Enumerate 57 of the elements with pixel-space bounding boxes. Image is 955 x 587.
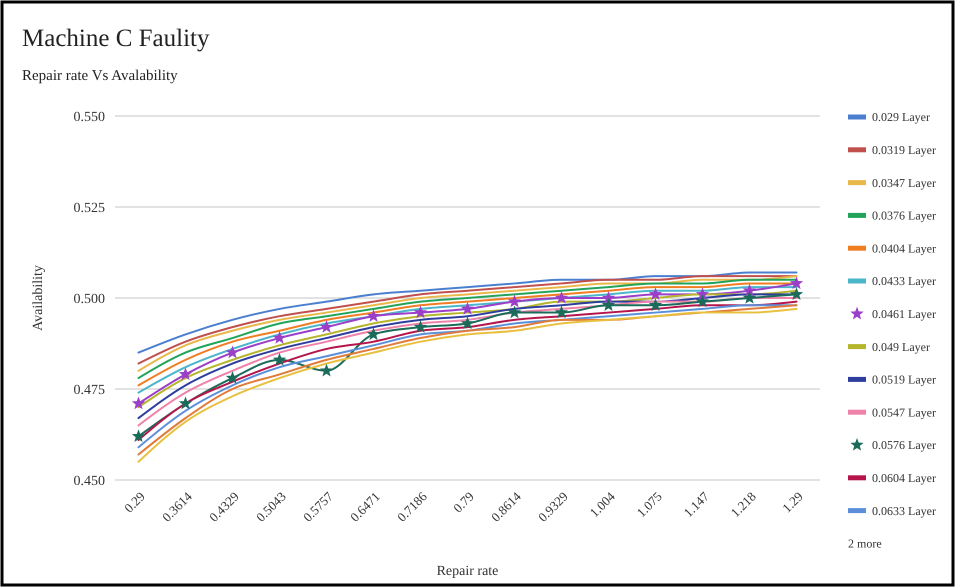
point — [366, 309, 380, 322]
point — [132, 396, 146, 410]
legend-label: 0.0376 Layer — [872, 208, 936, 223]
point — [366, 327, 380, 340]
y-tick-label: 0.550 — [74, 110, 105, 125]
y-tick-label: 0.475 — [74, 382, 105, 398]
point — [648, 287, 662, 300]
legend-label: 0.0433 Layer — [872, 274, 936, 288]
legend-label: 0.0547 Layer — [872, 405, 936, 420]
point — [272, 352, 286, 366]
point — [508, 294, 522, 308]
point — [226, 346, 240, 358]
y-tick-label: 0.525 — [74, 200, 105, 216]
point — [602, 298, 616, 311]
point — [132, 429, 146, 442]
legend-label: 0.0519 Layer — [872, 372, 936, 387]
point — [460, 302, 474, 315]
x-tick-label: 1.29 — [779, 488, 806, 516]
point — [742, 284, 756, 296]
x-tick-label: 0.79 — [450, 488, 477, 516]
chart-subtitle: Repair rate Vs Avalability — [22, 68, 178, 84]
y-axis-title: Availability — [31, 265, 46, 331]
y-tick-label: 0.450 — [74, 474, 105, 489]
legend-label: 0.0319 Layer — [872, 143, 936, 157]
x-axis-title: Repair rate — [436, 564, 498, 579]
legend-label: 0.049 Layer — [872, 340, 930, 354]
point — [272, 331, 286, 344]
legend-label: 0.0347 Layer — [872, 176, 936, 190]
text: 2 more — [848, 536, 882, 551]
point — [696, 287, 710, 300]
point — [508, 306, 522, 318]
legend-label: 0.0576 Layer — [872, 438, 936, 452]
point — [460, 316, 474, 330]
point — [320, 320, 334, 333]
line-series — [138, 272, 798, 354]
point — [742, 291, 756, 304]
point — [696, 294, 710, 308]
legend-label: 0.029 Layer — [872, 110, 930, 124]
legend-label: 0.0461 Layer — [872, 307, 936, 321]
point — [648, 298, 662, 311]
point — [414, 306, 428, 318]
legend-label: 0.0404 Layer — [872, 241, 936, 256]
point — [554, 291, 568, 304]
legend-label: 0.0633 Layer — [872, 504, 936, 518]
point — [178, 396, 192, 410]
point — [790, 276, 804, 290]
legend-label: 0.0604 Layer — [872, 471, 936, 485]
point — [602, 291, 616, 304]
point — [790, 287, 804, 300]
point — [178, 367, 192, 380]
y-tick-label: 0.500 — [74, 292, 105, 307]
point — [414, 320, 428, 333]
point — [554, 306, 568, 318]
chart-title: Machine C Faulity — [22, 25, 210, 52]
point — [226, 371, 240, 384]
point — [320, 364, 334, 376]
x-tick-label: 0.29 — [121, 488, 148, 516]
